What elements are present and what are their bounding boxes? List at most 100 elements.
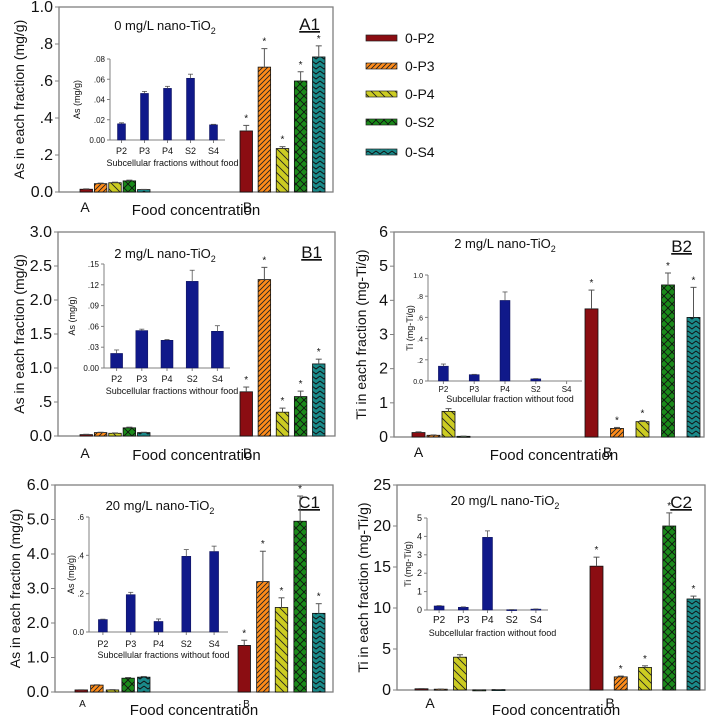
y-tick-label: 1.5	[30, 326, 52, 343]
y-tick-label: 3.0	[30, 224, 52, 241]
y-tick-label: .5	[39, 394, 52, 411]
inset-bar-p4	[163, 88, 172, 141]
y-axis-label: As in each fraction (mg/g)	[7, 509, 23, 669]
panel-label: B2	[671, 237, 692, 256]
inset-x-axis-label: Subcellular fractions without food	[97, 650, 229, 660]
significance-marker: *	[692, 584, 696, 595]
inset-bar-s4	[211, 331, 224, 369]
inset-y-tick-label: .06	[88, 322, 100, 331]
inset-x-tick-label: P4	[161, 374, 172, 384]
bar-0-p2-a	[411, 432, 426, 438]
significance-marker: *	[692, 275, 696, 286]
significance-marker: *	[281, 396, 285, 407]
panel-title-subscript: 2	[211, 254, 216, 264]
panel-c1: 0.0 1.0 2.0 3.0 4.0 5.0 6.0As in each fraction…	[7, 477, 334, 719]
bar-0-p3-b	[610, 428, 624, 438]
bar-0-p3-a	[93, 432, 108, 437]
bar-0-p4-a	[108, 432, 122, 437]
bar-0-p4-b	[274, 607, 289, 693]
category-label: A	[425, 695, 435, 711]
inset-bar-s4	[209, 124, 218, 141]
x-axis-label: Food concentration	[492, 702, 620, 719]
inset-x-tick-label: P3	[139, 146, 150, 156]
significance-marker: *	[317, 592, 321, 603]
x-axis-label: Food concentration	[132, 202, 260, 219]
x-axis-label: Food concentration	[490, 447, 618, 464]
bar-0-p2-b	[239, 391, 253, 437]
plot-frame	[54, 484, 334, 693]
significance-marker: *	[590, 278, 594, 289]
significance-marker: *	[595, 545, 599, 556]
inset-bar-p2	[117, 123, 126, 141]
inset-y-tick-label: 0	[417, 605, 422, 615]
y-tick-label: 4	[379, 292, 388, 309]
inset-y-tick-label: .6	[77, 513, 84, 522]
inset-y-tick-label: .03	[88, 343, 100, 352]
plot-frame	[396, 484, 706, 691]
y-tick-label: 2.0	[27, 615, 49, 632]
inset-y-axis-label: As (mg/g)	[72, 80, 82, 119]
significance-marker: *	[615, 415, 619, 426]
bar-0-s2-b	[661, 284, 675, 438]
inset-bar-p4	[153, 621, 164, 633]
inset-chart: 0.0 .2 .4 .6 .8 1.0 Ti (mg-Ti/g) P2 P3 P4 S2 S4Subc…	[405, 273, 582, 404]
inset-y-tick-label: 0.00	[89, 136, 105, 145]
panel-a1: 0.0 .2 .4 .6 .8 1.0As in each fraction (mg/g)…	[11, 0, 334, 219]
y-axis-label: As in each fraction (mg/g)	[11, 254, 27, 414]
inset-bar-p2	[98, 619, 108, 633]
significance-marker: *	[244, 113, 248, 124]
inset-y-axis-label: As (mg/g)	[67, 296, 77, 335]
legend-entry-0-p2: 0-P2	[365, 30, 435, 46]
inset-y-tick-label: 5	[417, 513, 422, 523]
legend: 0-P2 0-P3 0-P4 0-S2 0-S4	[365, 30, 435, 160]
inset-y-tick-label: 0.00	[83, 364, 99, 373]
inset-bar-p3	[140, 93, 149, 141]
significance-marker: *	[280, 586, 284, 597]
inset-y-tick-label: .4	[77, 551, 84, 560]
panel-title-subscript: 2	[209, 506, 214, 516]
inset-chart: 0.0 .2 .4 .6 As (mg/g) P2 P3 P4 S2 S4Subcellular …	[66, 513, 230, 660]
bar-0-p3-b	[257, 66, 272, 193]
inset-x-tick-label: P4	[162, 146, 173, 156]
panel-title-subscript: 2	[554, 501, 559, 511]
legend-label: 0-P4	[405, 86, 435, 102]
y-tick-label: 1.0	[31, 0, 53, 16]
inset-x-tick-label: P4	[153, 639, 164, 649]
panel-label: C2	[670, 493, 692, 512]
inset-y-tick-label: 0.0	[413, 379, 423, 386]
bar-0-s2-b	[293, 520, 307, 693]
category-label: A	[79, 699, 86, 710]
significance-marker: *	[242, 628, 246, 639]
inset-x-tick-label: S4	[212, 374, 223, 384]
inset-x-axis-label: Subcellular fraction without food	[446, 394, 574, 404]
panel-title: 0 mg/L nano-TiO2	[114, 18, 216, 36]
inset-y-axis-label: Ti (mg-Ti/g)	[403, 541, 413, 587]
significance-marker: *	[667, 501, 671, 512]
significance-marker: *	[317, 34, 321, 45]
inset-bar-s2	[186, 77, 195, 141]
bar-0-p4-a	[441, 410, 456, 438]
inset-bar-p3	[468, 374, 480, 382]
y-tick-label: .2	[40, 147, 53, 164]
y-axis-label: Ti in each fraction (mg-Ti/g)	[355, 502, 371, 672]
y-tick-label: 3	[379, 327, 388, 344]
panel-title-main: 2 mg/L nano-TiO	[454, 236, 551, 251]
panel-title-subscript: 2	[551, 244, 556, 254]
y-tick-label: 6	[379, 224, 388, 241]
legend-swatch	[365, 62, 398, 70]
panel-title: 2 mg/L nano-TiO2	[454, 236, 556, 254]
significance-marker: *	[299, 60, 303, 71]
category-label: B	[603, 444, 612, 460]
bar-0-p4-b	[275, 411, 290, 437]
inset-x-tick-label: S2	[185, 146, 196, 156]
y-tick-label: .4	[40, 110, 53, 127]
bar-0-p2-a	[79, 434, 93, 437]
significance-marker: *	[261, 539, 265, 550]
bar-0-p4-b	[638, 667, 652, 691]
y-axis-label: Ti in each fraction (mg-Ti/g)	[353, 249, 369, 419]
panel-label: B1	[301, 243, 322, 262]
bar-0-p2-b	[237, 645, 251, 693]
inset-bar-p4	[499, 300, 511, 382]
inset-chart: 0.00 .02 .04 .06 .08 As (mg/g) P2 P3 P4 S2 S4 Subce…	[72, 55, 239, 168]
